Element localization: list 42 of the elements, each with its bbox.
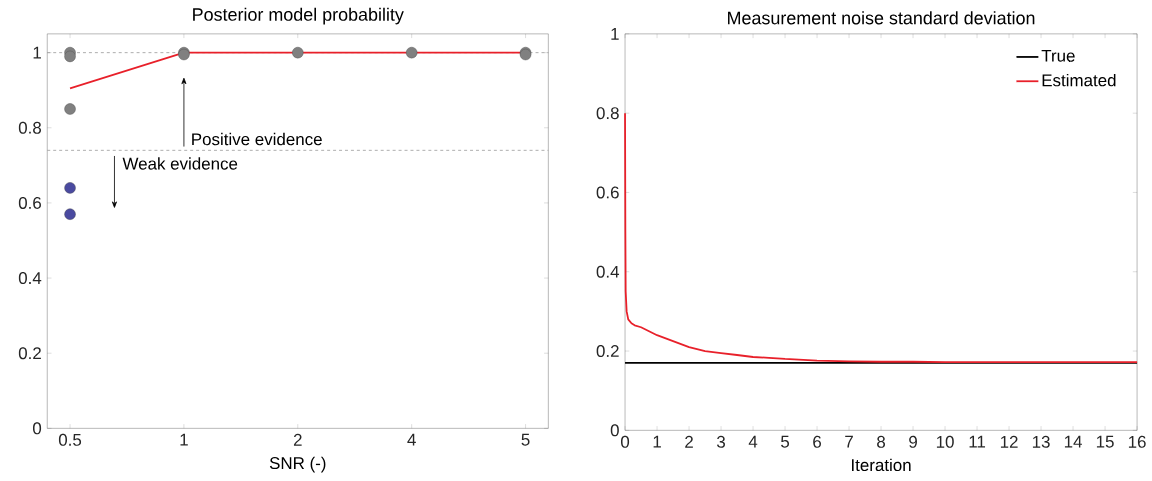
legend-label: Estimated: [1042, 73, 1116, 87]
y-tick-label: 0.4: [596, 265, 620, 278]
x-tick-label: 11: [969, 435, 986, 448]
y-tick-label: 0.2: [18, 347, 41, 360]
x-tick-label: 10: [936, 435, 954, 448]
x-tick-label: 9: [909, 435, 917, 448]
y-tick-label: 0.6: [18, 196, 41, 209]
legend-label: True: [1041, 49, 1075, 62]
chart-title: Measurement noise standard deviation: [728, 11, 1035, 25]
x-tick-label: 16: [1128, 435, 1146, 448]
x-tick-label: 6: [813, 435, 822, 448]
y-tick-label: 1: [611, 27, 619, 40]
x-tick-label: 1: [180, 433, 188, 446]
y-tick-label: 0: [33, 422, 42, 435]
y-tick-label: 0.8: [18, 121, 42, 134]
y-tick-label: 0.6: [596, 186, 619, 199]
x-tick-label: 4: [748, 435, 758, 448]
x-tick-label: 13: [1032, 435, 1050, 448]
x-tick-label: 0.5: [58, 433, 82, 446]
x-tick-label: 5: [521, 433, 530, 446]
x-tick-label: 2: [293, 433, 302, 446]
x-tick-label: 3: [716, 435, 725, 448]
x-tick-label: 2: [685, 435, 693, 448]
x-tick-label: 4: [407, 433, 416, 446]
y-tick-label: 0: [610, 424, 619, 437]
annotation: Positive evidence: [192, 132, 322, 146]
annotation: Weak evidence: [122, 157, 238, 170]
y-tick-label: 0.4: [18, 272, 42, 284]
y-tick-label: 0.2: [596, 344, 619, 357]
y-tick-label: 0.8: [596, 107, 619, 120]
x-tick-label: 14: [1064, 435, 1082, 448]
x-tick-label: 5: [781, 435, 790, 448]
x-tick-label: 7: [845, 435, 853, 448]
x-tick-label: 12: [1000, 435, 1018, 448]
x-tick-label: 1: [653, 435, 661, 448]
x-axis-title: Iteration: [852, 458, 911, 472]
x-tick-label: 0: [621, 435, 630, 448]
x-tick-label: 8: [877, 435, 886, 448]
x-tick-label: 15: [1096, 435, 1114, 448]
chart-title: Posterior model probability: [193, 7, 404, 25]
x-axis-title: SNR (-): [269, 456, 326, 473]
y-tick-label: 1: [33, 46, 41, 59]
